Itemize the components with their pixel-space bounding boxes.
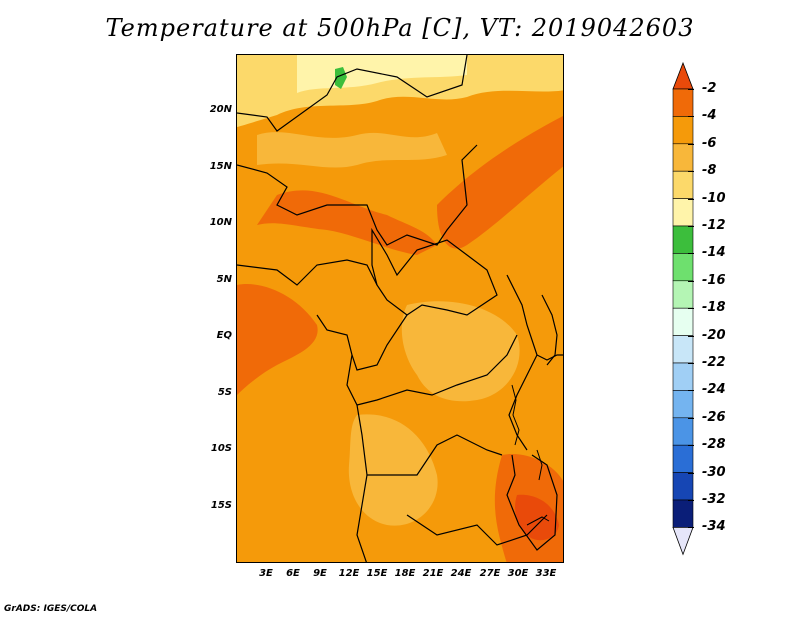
colorbar-tick <box>688 308 694 310</box>
colorbar-label: -2 <box>702 81 717 96</box>
colorbar-cell <box>672 170 694 199</box>
y-label-10n: 10N <box>209 217 232 228</box>
x-label-6e: 6E <box>286 568 300 579</box>
colorbar-tick <box>688 363 694 364</box>
colorbar-label: -14 <box>702 245 726 261</box>
warm-band-10n <box>257 190 437 255</box>
y-label-5n: 5N <box>216 274 232 285</box>
colorbar-label: -30 <box>702 464 726 480</box>
y-label-5s: 5S <box>217 387 232 398</box>
colorbar-cell <box>672 390 694 419</box>
y-label-15s: 15S <box>210 500 232 511</box>
colorbar-tick <box>688 116 694 118</box>
colorbar-cell <box>672 198 694 227</box>
colorbar-cell <box>672 472 694 501</box>
hot-spot-se <box>515 494 559 541</box>
colorbar-label: -28 <box>702 437 726 453</box>
colorbar-label: -8 <box>702 163 717 179</box>
colorbar-bottom-arrow <box>672 527 694 556</box>
lakes <box>511 384 550 526</box>
colorbar-tick <box>688 445 694 447</box>
colorbar-top-arrow <box>672 62 694 90</box>
x-label-21e: 21E <box>422 568 444 579</box>
x-label-12e: 12E <box>338 568 360 579</box>
y-label-15n: 15N <box>209 161 232 172</box>
light-patch-central <box>401 301 520 402</box>
colorbar-label: -4 <box>702 108 717 124</box>
colorbar-tick <box>688 280 694 282</box>
colorbar-cell <box>672 444 694 473</box>
colorbar <box>672 62 694 556</box>
colorbar-cell <box>672 362 694 391</box>
colorbar-tick <box>688 143 694 145</box>
colorbar-tick <box>688 171 694 173</box>
temperature-map <box>237 55 563 562</box>
colorbar-label: -34 <box>702 519 726 535</box>
colorbar-cell <box>672 116 694 145</box>
map-panel <box>236 54 564 563</box>
colorbar-tick <box>688 89 694 90</box>
x-label-9e: 9E <box>313 568 327 579</box>
colorbar-tick <box>688 335 694 337</box>
y-label-10s: 10S <box>210 443 232 454</box>
colorbar-label: -10 <box>702 190 726 206</box>
y-label-20n: 20N <box>209 104 232 115</box>
colorbar-label: -22 <box>702 355 726 370</box>
warm-tongue-ne <box>437 116 563 249</box>
y-label-eq: EQ <box>216 330 232 341</box>
colorbar-label: -16 <box>702 272 726 288</box>
light-patch-south <box>348 414 438 526</box>
green-cold-spot <box>335 67 347 89</box>
colorbar-cell <box>672 253 694 282</box>
colorbar-tick <box>688 253 694 255</box>
light-orange-patch-north <box>257 132 447 168</box>
x-label-15e: 15E <box>366 568 388 579</box>
colorbar-label: -24 <box>702 382 726 398</box>
colorbar-label: -12 <box>702 218 726 233</box>
colorbar-label: -18 <box>702 300 726 316</box>
colorbar-tick <box>688 226 694 227</box>
colorbar-tick <box>688 417 694 419</box>
colorbar-tick <box>688 472 694 474</box>
x-label-18e: 18E <box>394 568 416 579</box>
x-label-30e: 30E <box>507 568 529 579</box>
colorbar-cell <box>672 499 694 528</box>
colorbar-tick <box>688 527 694 529</box>
colorbar-cell <box>672 225 694 254</box>
borders <box>237 55 563 562</box>
warm-blob-west <box>237 284 318 395</box>
grads-credit: GrADS: IGES/COLA <box>4 604 98 614</box>
x-label-33e: 33E <box>535 568 557 579</box>
chart-title: Temperature at 500hPa [C], VT: 201904260… <box>105 14 695 42</box>
colorbar-tick <box>688 390 694 392</box>
colorbar-cell <box>672 280 694 309</box>
colorbar-label: -32 <box>702 492 726 507</box>
colorbar-cell <box>672 143 694 172</box>
colorbar-cells <box>672 62 694 556</box>
x-label-24e: 24E <box>450 568 472 579</box>
x-label-3e: 3E <box>259 568 273 579</box>
colorbar-cell <box>672 417 694 446</box>
colorbar-label: -6 <box>702 135 717 151</box>
colorbar-tick <box>688 500 694 501</box>
colorbar-tick <box>688 198 694 200</box>
colorbar-label: -26 <box>702 409 726 425</box>
colorbar-cell <box>672 335 694 364</box>
x-label-27e: 27E <box>479 568 501 579</box>
colorbar-cell <box>672 88 694 117</box>
colorbar-cell <box>672 307 694 336</box>
colorbar-label: -20 <box>702 327 726 343</box>
